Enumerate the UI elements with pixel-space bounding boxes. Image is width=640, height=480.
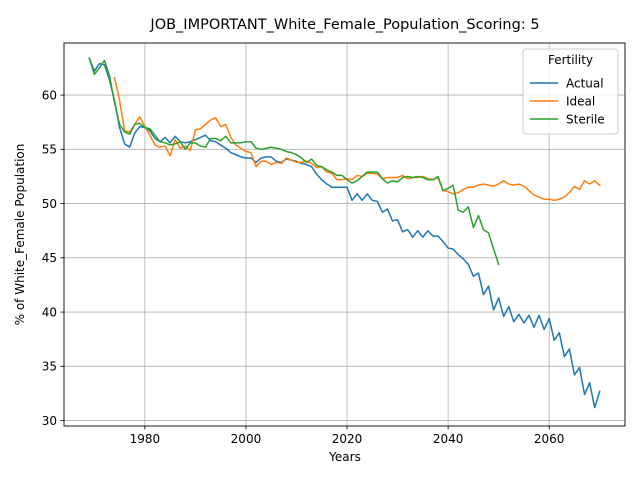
y-tick-label: 60 <box>42 88 57 102</box>
x-tick-label: 1980 <box>130 432 161 446</box>
series-line-ideal <box>113 76 601 202</box>
series-line-sterile <box>88 57 500 266</box>
plot-frame <box>63 42 626 427</box>
x-tick-label: 2020 <box>332 432 363 446</box>
y-tick-label: 40 <box>42 305 57 319</box>
series-lines <box>88 57 601 409</box>
y-tick-label: 45 <box>42 251 57 265</box>
x-tick-label: 2060 <box>534 432 565 446</box>
grid <box>64 43 625 426</box>
y-tick-label: 35 <box>42 360 57 374</box>
legend-box <box>522 48 619 135</box>
y-axis-title: % of White_Female Population <box>13 144 27 326</box>
y-tick-label: 30 <box>42 414 57 428</box>
y-axis-ticks: 30 35 40 45 50 55 60 <box>42 88 64 428</box>
legend-label-sterile: Sterile <box>566 112 605 126</box>
x-axis-ticks: 1980 2000 2020 2040 2060 <box>130 426 565 446</box>
legend-label-ideal: Ideal <box>566 94 595 108</box>
x-axis-title: Years <box>328 450 361 464</box>
legend-title: Fertility <box>548 53 593 67</box>
chart-title: JOB_IMPORTANT_White_Female_Population_Sc… <box>149 17 539 33</box>
legend: Fertility Actual Ideal Sterile <box>522 48 619 135</box>
y-tick-label: 55 <box>42 143 57 157</box>
x-tick-label: 2040 <box>433 432 464 446</box>
legend-items: Actual Ideal Sterile <box>530 76 605 126</box>
series-line-actual <box>88 57 601 409</box>
y-tick-label: 50 <box>42 197 57 211</box>
x-tick-label: 2000 <box>231 432 262 446</box>
legend-label-actual: Actual <box>566 76 604 90</box>
